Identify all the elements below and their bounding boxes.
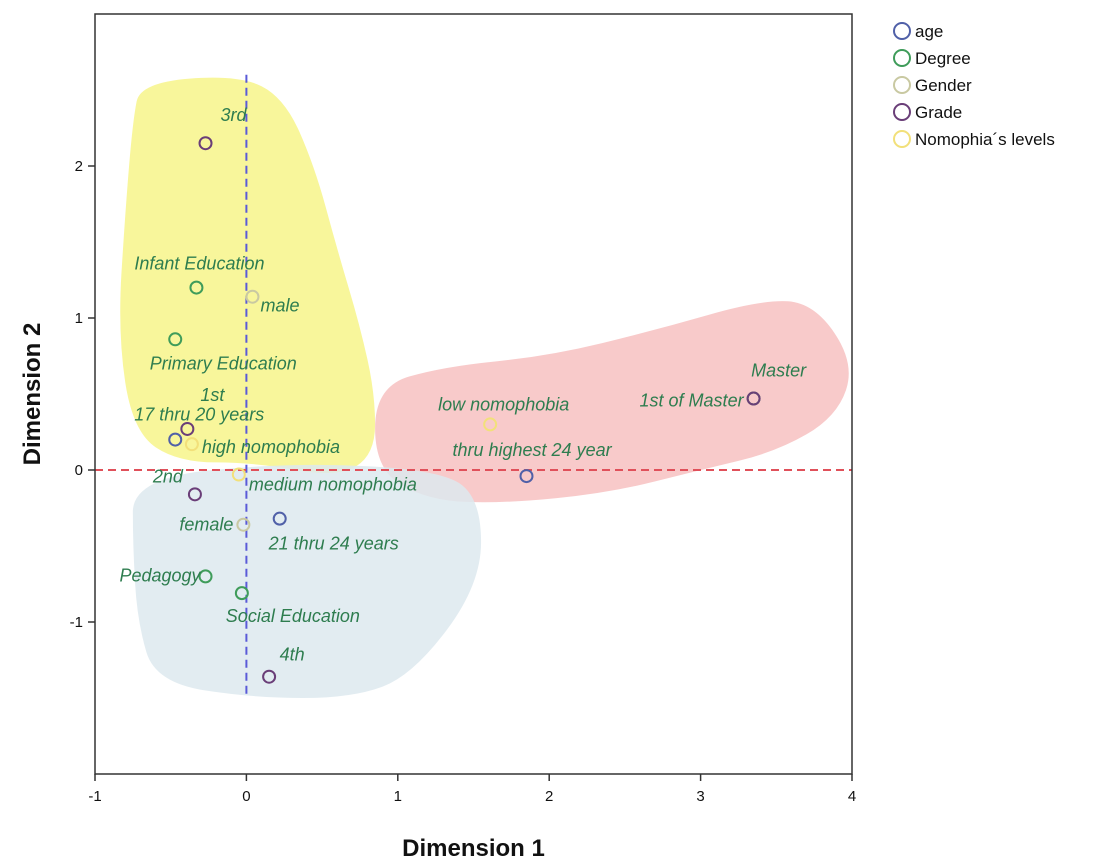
point-nomophia-s-levels-3	[231, 467, 246, 482]
point-label: 3rd	[221, 105, 248, 125]
point-label: 1st of Master	[640, 391, 745, 411]
point-labels: 17 thru 20 years 21 thru 24 years thru hig…	[119, 105, 807, 665]
point-label: 2nd	[152, 466, 184, 486]
x-tick-label: 0	[242, 788, 250, 805]
y-axis-title: Dimension 2	[19, 323, 46, 466]
point-label: low nomophobia	[438, 394, 569, 414]
point-grade-3	[187, 487, 202, 502]
data-points	[168, 136, 761, 684]
y-tick-label: 2	[75, 158, 83, 175]
x-tick-label: 4	[848, 788, 856, 805]
point-label: 21 thru 24 years	[268, 534, 399, 554]
reference-lines	[95, 74, 852, 698]
x-tick-label: -1	[88, 788, 101, 805]
legend-label: Nomophia´s levels	[915, 130, 1055, 149]
x-tick-label: 3	[696, 788, 704, 805]
highlight-regions	[120, 77, 849, 698]
point-label: Primary Education	[150, 353, 297, 373]
x-axis-title: Dimension 1	[402, 835, 545, 862]
point-gender-2	[236, 517, 251, 532]
point-nomophia-s-levels-2	[184, 437, 199, 452]
point-grade-5	[746, 391, 761, 406]
x-tick-label: 1	[394, 788, 402, 805]
point-grade-4	[262, 669, 277, 684]
point-grade-2	[180, 421, 195, 436]
y-tick-label: -1	[70, 614, 83, 631]
point-age-1	[168, 432, 183, 447]
plot-frame	[94, 13, 853, 775]
legend-marker	[893, 49, 911, 67]
legend-marker	[893, 76, 911, 94]
legend-marker	[893, 130, 911, 148]
point-label: Pedagogy	[119, 565, 201, 585]
point-age-3	[519, 469, 534, 484]
point-degree-4	[234, 586, 249, 601]
point-gender-1	[245, 289, 260, 304]
point-label: Infant Education	[134, 254, 264, 274]
highlight-region-2	[375, 301, 849, 503]
point-label: Social Education	[226, 606, 360, 626]
y-tick-label: 0	[75, 462, 83, 479]
point-degree-1	[189, 280, 204, 295]
legend-label: age	[915, 22, 943, 41]
legend-marker	[893, 22, 911, 40]
point-label: 1st	[200, 385, 225, 405]
axis-ticks: -1 0 1 2 3 4 -1 0 1 2	[70, 158, 857, 805]
legend-label: Grade	[915, 103, 962, 122]
point-label: Master	[751, 361, 807, 381]
point-label: high nomophobia	[202, 437, 340, 457]
point-age-2	[272, 511, 287, 526]
legend-marker	[893, 103, 911, 121]
highlight-region-3	[132, 464, 482, 698]
y-tick-label: 1	[75, 310, 83, 327]
point-grade-1	[198, 136, 213, 151]
highlight-region-1	[120, 77, 376, 474]
point-label: medium nomophobia	[249, 475, 417, 495]
point-label: thru highest 24 year	[452, 440, 612, 460]
point-nomophia-s-levels-1	[483, 417, 498, 432]
point-label: 17 thru 20 years	[134, 405, 264, 425]
point-degree-2	[168, 332, 183, 347]
point-label: male	[260, 296, 299, 316]
legend-label: Degree	[915, 49, 971, 68]
point-label: 4th	[280, 645, 305, 665]
legend-label: Gender	[915, 76, 972, 95]
point-degree-3	[198, 569, 213, 584]
point-label: female	[179, 515, 233, 535]
x-tick-label: 2	[545, 788, 553, 805]
legend: age Degree Gender Grade Nomophia´s levels	[893, 22, 1055, 149]
